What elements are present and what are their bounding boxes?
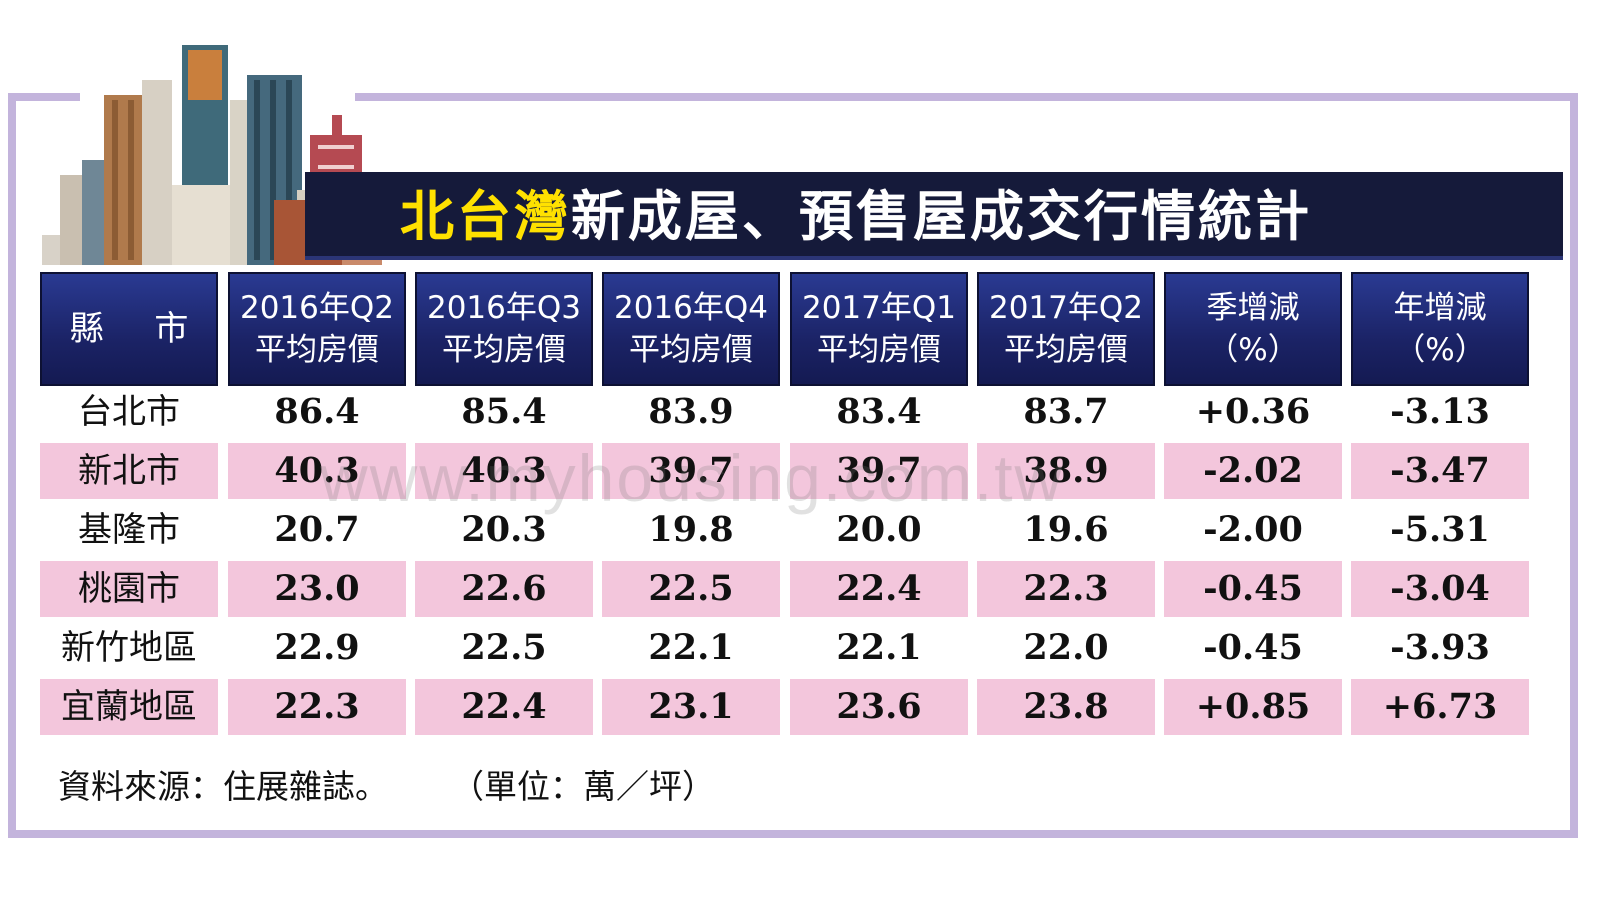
value-cell: 20.7	[274, 509, 360, 550]
value-cell: 40.3	[228, 443, 406, 499]
value-cell: 83.4	[836, 391, 922, 432]
value-cell: -0.45	[1203, 627, 1303, 668]
title-rest: 新成屋、預售屋成交行情統計	[571, 184, 1312, 248]
value-cell: -3.47	[1351, 443, 1529, 499]
value-cell: 22.3	[228, 679, 406, 735]
value-cell: 22.0	[1023, 627, 1109, 668]
chart-title: 北台灣新成屋、預售屋成交行情統計	[400, 170, 1312, 262]
value-cell: -0.45	[1164, 561, 1342, 617]
header-line1: 2017年Q1	[801, 290, 957, 326]
value-cell: 20.0	[836, 509, 922, 550]
header-line2: 平均房價	[1004, 332, 1128, 368]
county-cell: 台北市	[78, 392, 180, 432]
county-cell: 桃園市	[40, 561, 218, 617]
value-cell: 19.6	[1023, 509, 1109, 550]
frame-top-left	[8, 93, 80, 101]
county-cell: 新北市	[40, 443, 218, 499]
title-highlight: 北台灣	[400, 184, 571, 248]
value-cell: 22.5	[602, 561, 780, 617]
header-line1: 2016年Q3	[426, 290, 582, 326]
value-cell: 38.9	[977, 443, 1155, 499]
footer: 資料來源：住展雜誌。 （單位：萬／坪）	[58, 760, 715, 808]
value-cell: 83.7	[1023, 391, 1109, 432]
county-cell: 宜蘭地區	[40, 679, 218, 735]
value-cell: +0.85	[1164, 679, 1342, 735]
header-line1: 2016年Q4	[613, 290, 769, 326]
header-line1: 2017年Q2	[988, 290, 1144, 326]
county-cell: 新竹地區	[61, 628, 197, 668]
value-cell: 23.0	[228, 561, 406, 617]
header-quarter-change: 季增減 （%）	[1164, 272, 1342, 386]
value-cell: 86.4	[274, 391, 360, 432]
value-cell: -2.02	[1164, 443, 1342, 499]
value-cell: 40.3	[415, 443, 593, 499]
value-cell: 39.7	[790, 443, 968, 499]
header-line2: 平均房價	[442, 332, 566, 368]
header-line1: 年增減	[1393, 290, 1487, 326]
title-bar	[305, 172, 1563, 260]
header-line1: 季增減	[1206, 290, 1300, 326]
header-line2: （%）	[1394, 332, 1486, 368]
value-cell: -5.31	[1390, 509, 1490, 550]
unit-note: （單位：萬／坪）	[450, 767, 715, 806]
value-cell: -3.13	[1390, 391, 1490, 432]
value-cell: 20.3	[461, 509, 547, 550]
value-cell: -3.93	[1390, 627, 1490, 668]
source-note: 資料來源：住展雜誌。	[58, 767, 388, 806]
header-line2: （%）	[1207, 332, 1299, 368]
header-2017q2: 2017年Q2 平均房價	[977, 272, 1155, 386]
header-line1: 縣 市	[69, 309, 209, 349]
county-cell: 基隆市	[78, 510, 180, 550]
value-cell: 22.1	[836, 627, 922, 668]
value-cell: 23.1	[602, 679, 780, 735]
header-year-change: 年增減 （%）	[1351, 272, 1529, 386]
table-frame	[8, 93, 1578, 838]
value-cell: -2.00	[1203, 509, 1303, 550]
value-cell: 22.9	[274, 627, 360, 668]
value-cell: 23.6	[790, 679, 968, 735]
city-skyline-illustration	[42, 45, 382, 265]
value-cell: 22.1	[648, 627, 734, 668]
header-county: 縣 市	[40, 272, 218, 386]
value-cell: 22.6	[415, 561, 593, 617]
value-cell: +6.73	[1351, 679, 1529, 735]
watermark: www.myhousing.com.tw	[320, 441, 1065, 515]
value-cell: 19.8	[648, 509, 734, 550]
header-2016q4: 2016年Q4 平均房價	[602, 272, 780, 386]
value-cell: 83.9	[648, 391, 734, 432]
value-cell: 85.4	[461, 391, 547, 432]
frame-top-right	[355, 93, 1578, 101]
value-cell: 22.4	[790, 561, 968, 617]
value-cell: 22.3	[977, 561, 1155, 617]
header-2016q2: 2016年Q2 平均房價	[228, 272, 406, 386]
header-line1: 2016年Q2	[239, 290, 395, 326]
header-line2: 平均房價	[255, 332, 379, 368]
header-2016q3: 2016年Q3 平均房價	[415, 272, 593, 386]
value-cell: 22.5	[461, 627, 547, 668]
header-2017q1: 2017年Q1 平均房價	[790, 272, 968, 386]
value-cell: -3.04	[1351, 561, 1529, 617]
value-cell: 39.7	[602, 443, 780, 499]
header-line2: 平均房價	[629, 332, 753, 368]
value-cell: +0.36	[1195, 391, 1311, 432]
value-cell: 23.8	[977, 679, 1155, 735]
value-cell: 22.4	[415, 679, 593, 735]
header-line2: 平均房價	[817, 332, 941, 368]
